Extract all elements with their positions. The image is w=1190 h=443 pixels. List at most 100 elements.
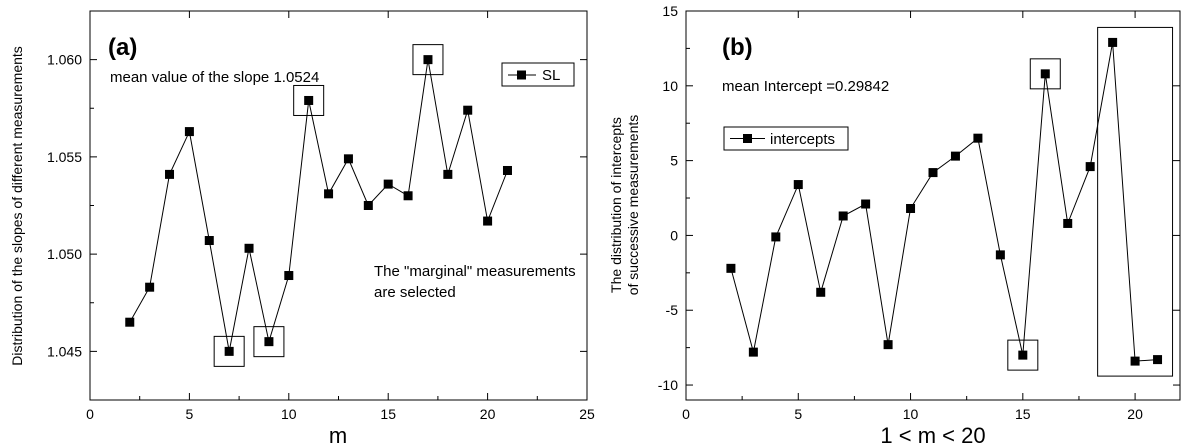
data-point <box>483 216 493 226</box>
highlight-box <box>213 335 245 367</box>
legend-a: SL <box>501 62 575 87</box>
y-tick-label: 1.050 <box>47 246 82 262</box>
data-point <box>184 127 194 137</box>
chart-panel-a: 0 5 10 15 20 25 1.045 1.050 1.055 1.060 (a) mean … <box>9 10 595 443</box>
x-tick-label: 0 <box>86 406 94 422</box>
x-tick-label: 20 <box>480 406 496 422</box>
y-tick-label: -10 <box>658 377 678 393</box>
highlight-box <box>293 84 325 116</box>
data-point <box>1063 218 1073 228</box>
data-point <box>224 346 234 356</box>
x-tick-label: 5 <box>186 406 194 422</box>
y-tick-label: 0 <box>670 227 678 243</box>
data-point <box>906 203 916 213</box>
data-point <box>995 250 1005 260</box>
x-tick-label: 10 <box>903 406 919 422</box>
data-point <box>973 133 983 143</box>
legend-marker-a <box>517 70 526 80</box>
data-point <box>383 179 393 189</box>
data-point <box>324 189 334 199</box>
data-point <box>726 263 736 273</box>
data-point <box>950 151 960 161</box>
data-point <box>1130 356 1140 366</box>
y-axis-title-b-line1: The distribution of intercepts <box>608 117 624 293</box>
y-tick-label: 5 <box>670 153 678 169</box>
plot-frame-b <box>685 10 1181 401</box>
legend-b: intercepts <box>723 126 849 151</box>
data-point <box>343 154 353 164</box>
axis-ticks-a <box>89 11 588 400</box>
data-point <box>423 55 433 65</box>
legend-frame-a <box>501 62 575 87</box>
highlight-boxes-a <box>213 44 444 367</box>
y-tick-label: 10 <box>662 78 678 94</box>
highlight-box <box>1007 339 1039 371</box>
axis-ticks-b <box>685 10 1180 400</box>
data-point <box>204 236 214 246</box>
legend-marker-b <box>743 134 752 143</box>
highlight-box <box>253 326 285 358</box>
data-point <box>793 180 803 190</box>
y-axis-title-a: Distribution of the slopes of different … <box>9 46 25 366</box>
series-line-b <box>730 42 1158 362</box>
data-point <box>1153 355 1163 365</box>
data-point <box>502 165 512 175</box>
data-point <box>1108 37 1118 47</box>
panel-label-b: (b) <box>722 34 753 61</box>
data-point <box>838 211 848 221</box>
y-tick-label: -5 <box>666 302 679 318</box>
panel-label-a: (a) <box>108 34 137 61</box>
data-point <box>816 287 826 297</box>
data-point <box>264 337 274 347</box>
data-point <box>748 347 758 357</box>
y-tick-label: 1.045 <box>47 343 82 359</box>
data-point <box>363 201 373 210</box>
x-axis-title-b: 1 < m < 20 <box>880 423 985 443</box>
marginal-annotation-line1: The "marginal" measurements <box>374 263 576 280</box>
y-tick-label: 1.060 <box>47 52 82 68</box>
marginal-annotation-line2: are selected <box>374 284 456 301</box>
legend-frame-b <box>723 126 849 151</box>
data-points-a <box>125 55 512 356</box>
highlight-boxes-b <box>1007 26 1174 377</box>
mean-intercept-annotation: mean Intercept =0.29842 <box>722 78 889 95</box>
highlight-box <box>412 44 444 76</box>
data-point <box>771 232 781 242</box>
y-axis-title-b-line2: of successive measurements <box>625 115 641 296</box>
chart-panel-b: 0 5 10 15 20 -10 -5 0 5 10 15 (b) mean Intercept =… <box>608 3 1181 443</box>
data-point <box>861 199 871 209</box>
data-point <box>145 282 155 292</box>
x-tick-label: 15 <box>380 406 396 422</box>
y-tick-label: 1.055 <box>47 149 82 165</box>
series-line-a <box>129 59 508 352</box>
x-axis-title-a: m <box>329 423 347 443</box>
x-tick-label: 5 <box>794 406 802 422</box>
series-line <box>129 59 508 352</box>
data-point <box>244 243 254 253</box>
data-point <box>883 340 893 350</box>
data-point <box>1040 69 1050 79</box>
y-tick-label: 15 <box>662 3 678 19</box>
data-point <box>165 169 175 179</box>
data-point <box>125 317 135 327</box>
data-point <box>304 95 314 105</box>
legend-label-b: intercepts <box>770 131 835 148</box>
data-point <box>1085 162 1095 172</box>
data-point <box>928 168 938 178</box>
x-tick-label: 0 <box>682 406 690 422</box>
mean-slope-annotation: mean value of the slope 1.0524 <box>110 69 319 86</box>
data-points-b <box>726 37 1163 366</box>
x-tick-label: 15 <box>1015 406 1031 422</box>
highlight-box <box>1097 26 1174 377</box>
data-point <box>284 271 294 281</box>
data-point <box>443 169 453 179</box>
data-point <box>1018 350 1028 360</box>
data-point <box>403 191 413 201</box>
x-tick-label: 20 <box>1127 406 1143 422</box>
legend-label-a: SL <box>542 67 560 84</box>
x-tick-label: 10 <box>281 406 297 422</box>
x-tick-label: 25 <box>579 406 595 422</box>
data-point <box>463 105 473 115</box>
series-line <box>730 42 1158 362</box>
